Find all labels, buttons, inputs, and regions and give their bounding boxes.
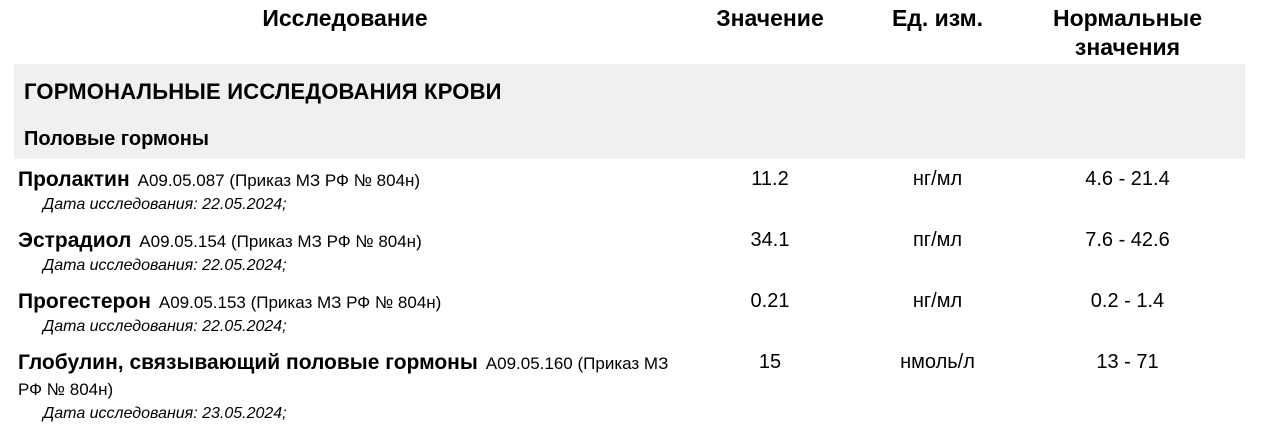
test-normal-range: 0.2 - 1.4 [1090,290,1165,312]
table-row: Глобулин, связывающий половые гормоны A09… [0,342,1284,423]
test-normal-range: 7.6 - 42.6 [1085,229,1170,251]
test-unit: пг/мл [912,229,963,251]
results-table-body: Пролактин A09.05.087 (Приказ МЗ РФ № 804н… [0,159,1284,423]
test-unit: нг/мл [912,290,963,312]
study-cell: Пролактин A09.05.087 (Приказ МЗ РФ № 804н… [0,167,690,214]
section-band: ГОРМОНАЛЬНЫЕ ИССЛЕДОВАНИЯ КРОВИ Половые … [14,64,1245,159]
study-cell: Глобулин, связывающий половые гормоны A09… [0,350,690,423]
test-value: 0.21 [750,290,790,312]
column-header-study: Исследование [262,5,428,31]
study-cell: Эстрадиол A09.05.154 (Приказ МЗ РФ № 804н… [0,228,690,275]
test-name: Эстрадиол [18,229,132,252]
test-value: 11.2 [751,168,789,190]
test-code: A09.05.153 (Приказ МЗ РФ № 804н) [158,293,442,312]
table-row: Эстрадиол A09.05.154 (Приказ МЗ РФ № 804н… [0,220,1284,275]
table-row: Пролактин A09.05.087 (Приказ МЗ РФ № 804н… [0,159,1284,214]
test-unit: нмоль/л [900,351,975,373]
test-value: 34.1 [750,229,790,251]
study-cell: Прогестерон A09.05.153 (Приказ МЗ РФ № 80… [0,289,690,336]
column-header-value: Значение [716,5,824,31]
test-date-note: Дата исследования: 22.05.2024; [43,257,287,274]
test-unit: нг/мл [912,168,963,190]
test-name: Прогестерон [18,290,151,313]
column-header-unit: Ед. изм. [891,5,984,31]
test-value: 15 [758,351,782,373]
test-date-note: Дата исследования: 23.05.2024; [43,405,287,422]
test-name: Пролактин [18,168,130,191]
test-date-note: Дата исследования: 22.05.2024; [43,318,287,335]
table-row: Прогестерон A09.05.153 (Приказ МЗ РФ № 80… [0,281,1284,336]
test-code: A09.05.160 (Приказ МЗ РФ № 804н) [18,354,669,399]
test-code: A09.05.154 (Приказ МЗ РФ № 804н) [139,232,422,251]
test-normal-range: 13 - 71 [1096,351,1159,373]
subsection-title: Половые гормоны [24,128,209,150]
section-title: ГОРМОНАЛЬНЫЕ ИССЛЕДОВАНИЯ КРОВИ [24,79,502,104]
column-header-normal: Нормальные значения [1053,5,1202,60]
test-name: Глобулин, связывающий половые гормоны [18,351,478,374]
test-date-note: Дата исследования: 22.05.2024; [43,196,287,213]
table-header-row: Исследование Значение Ед. изм. Нормальны… [0,0,1284,62]
test-code: A09.05.087 (Приказ МЗ РФ № 804н) [137,171,421,190]
test-normal-range: 4.6 - 21.4 [1085,168,1170,190]
